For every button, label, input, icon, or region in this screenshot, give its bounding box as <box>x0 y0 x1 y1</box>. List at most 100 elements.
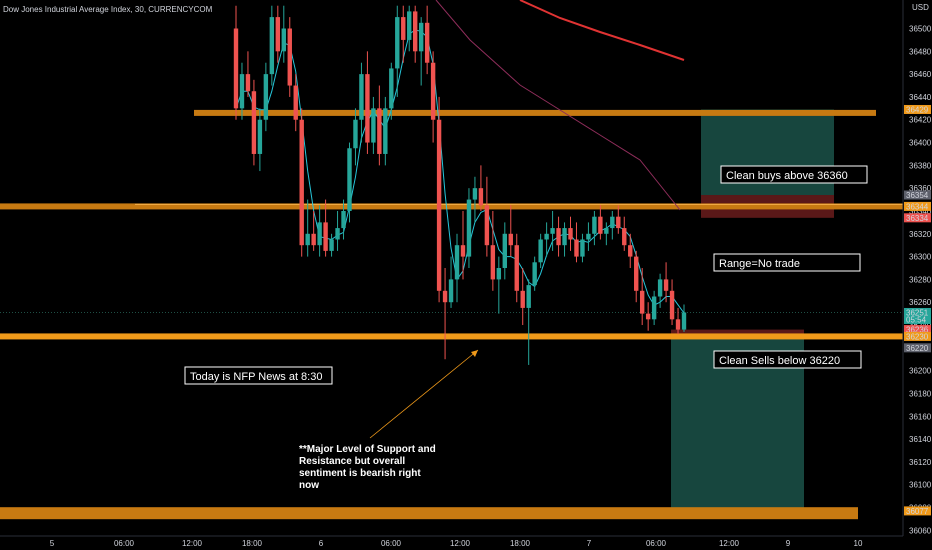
candle-body <box>478 188 484 206</box>
candle-body <box>454 245 460 280</box>
time-tick-label: 06:00 <box>646 539 667 548</box>
price-tick-label: 36480 <box>909 47 932 56</box>
price-tick-label: 36320 <box>909 230 932 239</box>
time-tick-label: 10 <box>854 539 863 548</box>
time-tick-label: 06:00 <box>114 539 135 548</box>
candle-body <box>634 256 639 291</box>
candle-body <box>448 279 454 303</box>
time-axis-panel[interactable] <box>0 536 932 550</box>
candle-body <box>628 245 633 257</box>
candle-body <box>645 313 651 320</box>
price-tag <box>904 190 931 200</box>
candle-body <box>430 62 436 120</box>
candle-body <box>377 108 382 154</box>
time-tick-label: 9 <box>786 539 791 548</box>
candle-body <box>520 290 525 308</box>
price-tick-label: 36180 <box>909 389 932 398</box>
price-tag-label: 36220 <box>906 344 929 353</box>
candle-body <box>413 11 418 52</box>
candle-body <box>502 233 507 268</box>
price-axis-panel[interactable] <box>903 0 932 536</box>
candle-body <box>508 233 513 246</box>
candle-body <box>592 216 597 234</box>
candle-body <box>323 222 328 251</box>
price-tick-label: 36460 <box>909 70 932 79</box>
price-tick-label: 36300 <box>909 253 932 262</box>
candle-body <box>466 199 472 257</box>
candle-body <box>383 108 388 154</box>
price-tag-label: 36077 <box>906 507 929 516</box>
price-tag-label: 36354 <box>906 191 929 200</box>
price-tick-label: 36200 <box>909 367 932 376</box>
time-tick-label: 5 <box>50 539 55 548</box>
candle-body <box>532 262 537 286</box>
price-tag <box>904 104 931 114</box>
trend-line-red <box>519 0 685 61</box>
major-note-line: **Major Level of Support and <box>299 444 436 455</box>
price-tick-label: 36420 <box>909 116 932 125</box>
candle-body <box>574 239 579 257</box>
candle-body <box>556 228 561 246</box>
price-axis[interactable]: 36500 36480 36460 36440 36420 36400 36380 36360… <box>909 25 932 536</box>
candle-body <box>526 285 531 308</box>
clean-sells-label-box[interactable] <box>713 350 862 369</box>
annotation-layer[interactable]: Clean buys above 36360 Range=No trade Clea… <box>184 165 868 491</box>
time-tick-label: 06:00 <box>381 539 402 548</box>
price-tag-label: 36251 <box>906 308 929 317</box>
time-axis[interactable]: 5 06:00 12:00 18:00 6 06:00 12:00 18:00 7 06:00 12… <box>50 539 863 548</box>
price-tag <box>904 506 931 516</box>
candle-body <box>562 228 567 246</box>
candle-body <box>245 74 251 92</box>
price-tick-label: 36280 <box>909 275 932 284</box>
candle-body <box>269 17 275 75</box>
candle-body <box>639 290 645 314</box>
candle-body <box>365 74 370 143</box>
candle-body <box>484 205 490 246</box>
candle-body <box>586 233 591 240</box>
candle-layer <box>233 5 687 365</box>
price-tag <box>904 307 931 324</box>
currency-label: USD <box>912 3 929 12</box>
candle-body <box>335 228 340 240</box>
price-tick-label: 36260 <box>909 298 932 307</box>
candle-body <box>299 119 304 246</box>
clean-buys-label-box[interactable] <box>720 165 868 184</box>
price-tick-label: 36060 <box>909 526 932 535</box>
price-tick-label: 36500 <box>909 25 932 34</box>
candle-body <box>305 233 310 246</box>
note-arrow-line <box>369 349 479 439</box>
major-note-line: Resistance but overall <box>299 456 405 467</box>
candle-body <box>424 22 430 63</box>
price-tick-label: 36340 <box>909 207 932 216</box>
candle-body <box>418 22 424 52</box>
candle-body <box>287 28 292 86</box>
candle-body <box>293 85 298 120</box>
price-tick-label: 36400 <box>909 139 932 148</box>
candle-body <box>311 233 316 246</box>
level-middle <box>0 203 903 210</box>
candle-body <box>604 228 609 234</box>
major-note-line: sentiment is bearish right <box>299 468 421 479</box>
candle-body <box>347 148 352 211</box>
price-tick-label: 36120 <box>909 458 932 467</box>
candle-body <box>407 11 412 40</box>
lower-level-band <box>0 507 858 520</box>
candle-body <box>281 28 286 52</box>
candle-body <box>544 233 549 240</box>
candle-body <box>651 296 657 320</box>
price-tag-label: 36344 <box>906 202 929 211</box>
nfp-label-box[interactable] <box>184 366 333 385</box>
candle-body <box>568 228 573 240</box>
candle-body <box>598 216 603 234</box>
candle-body <box>341 210 346 229</box>
price-tick-label: 36380 <box>909 161 932 170</box>
candle-body <box>239 74 245 109</box>
range-label-box[interactable] <box>713 253 861 272</box>
clean-buys-label-text: Clean buys above 36360 <box>726 170 848 182</box>
candle-body <box>371 108 376 143</box>
price-tag <box>904 201 931 211</box>
candle-body <box>490 245 496 280</box>
time-tick-label: 12:00 <box>182 539 203 548</box>
